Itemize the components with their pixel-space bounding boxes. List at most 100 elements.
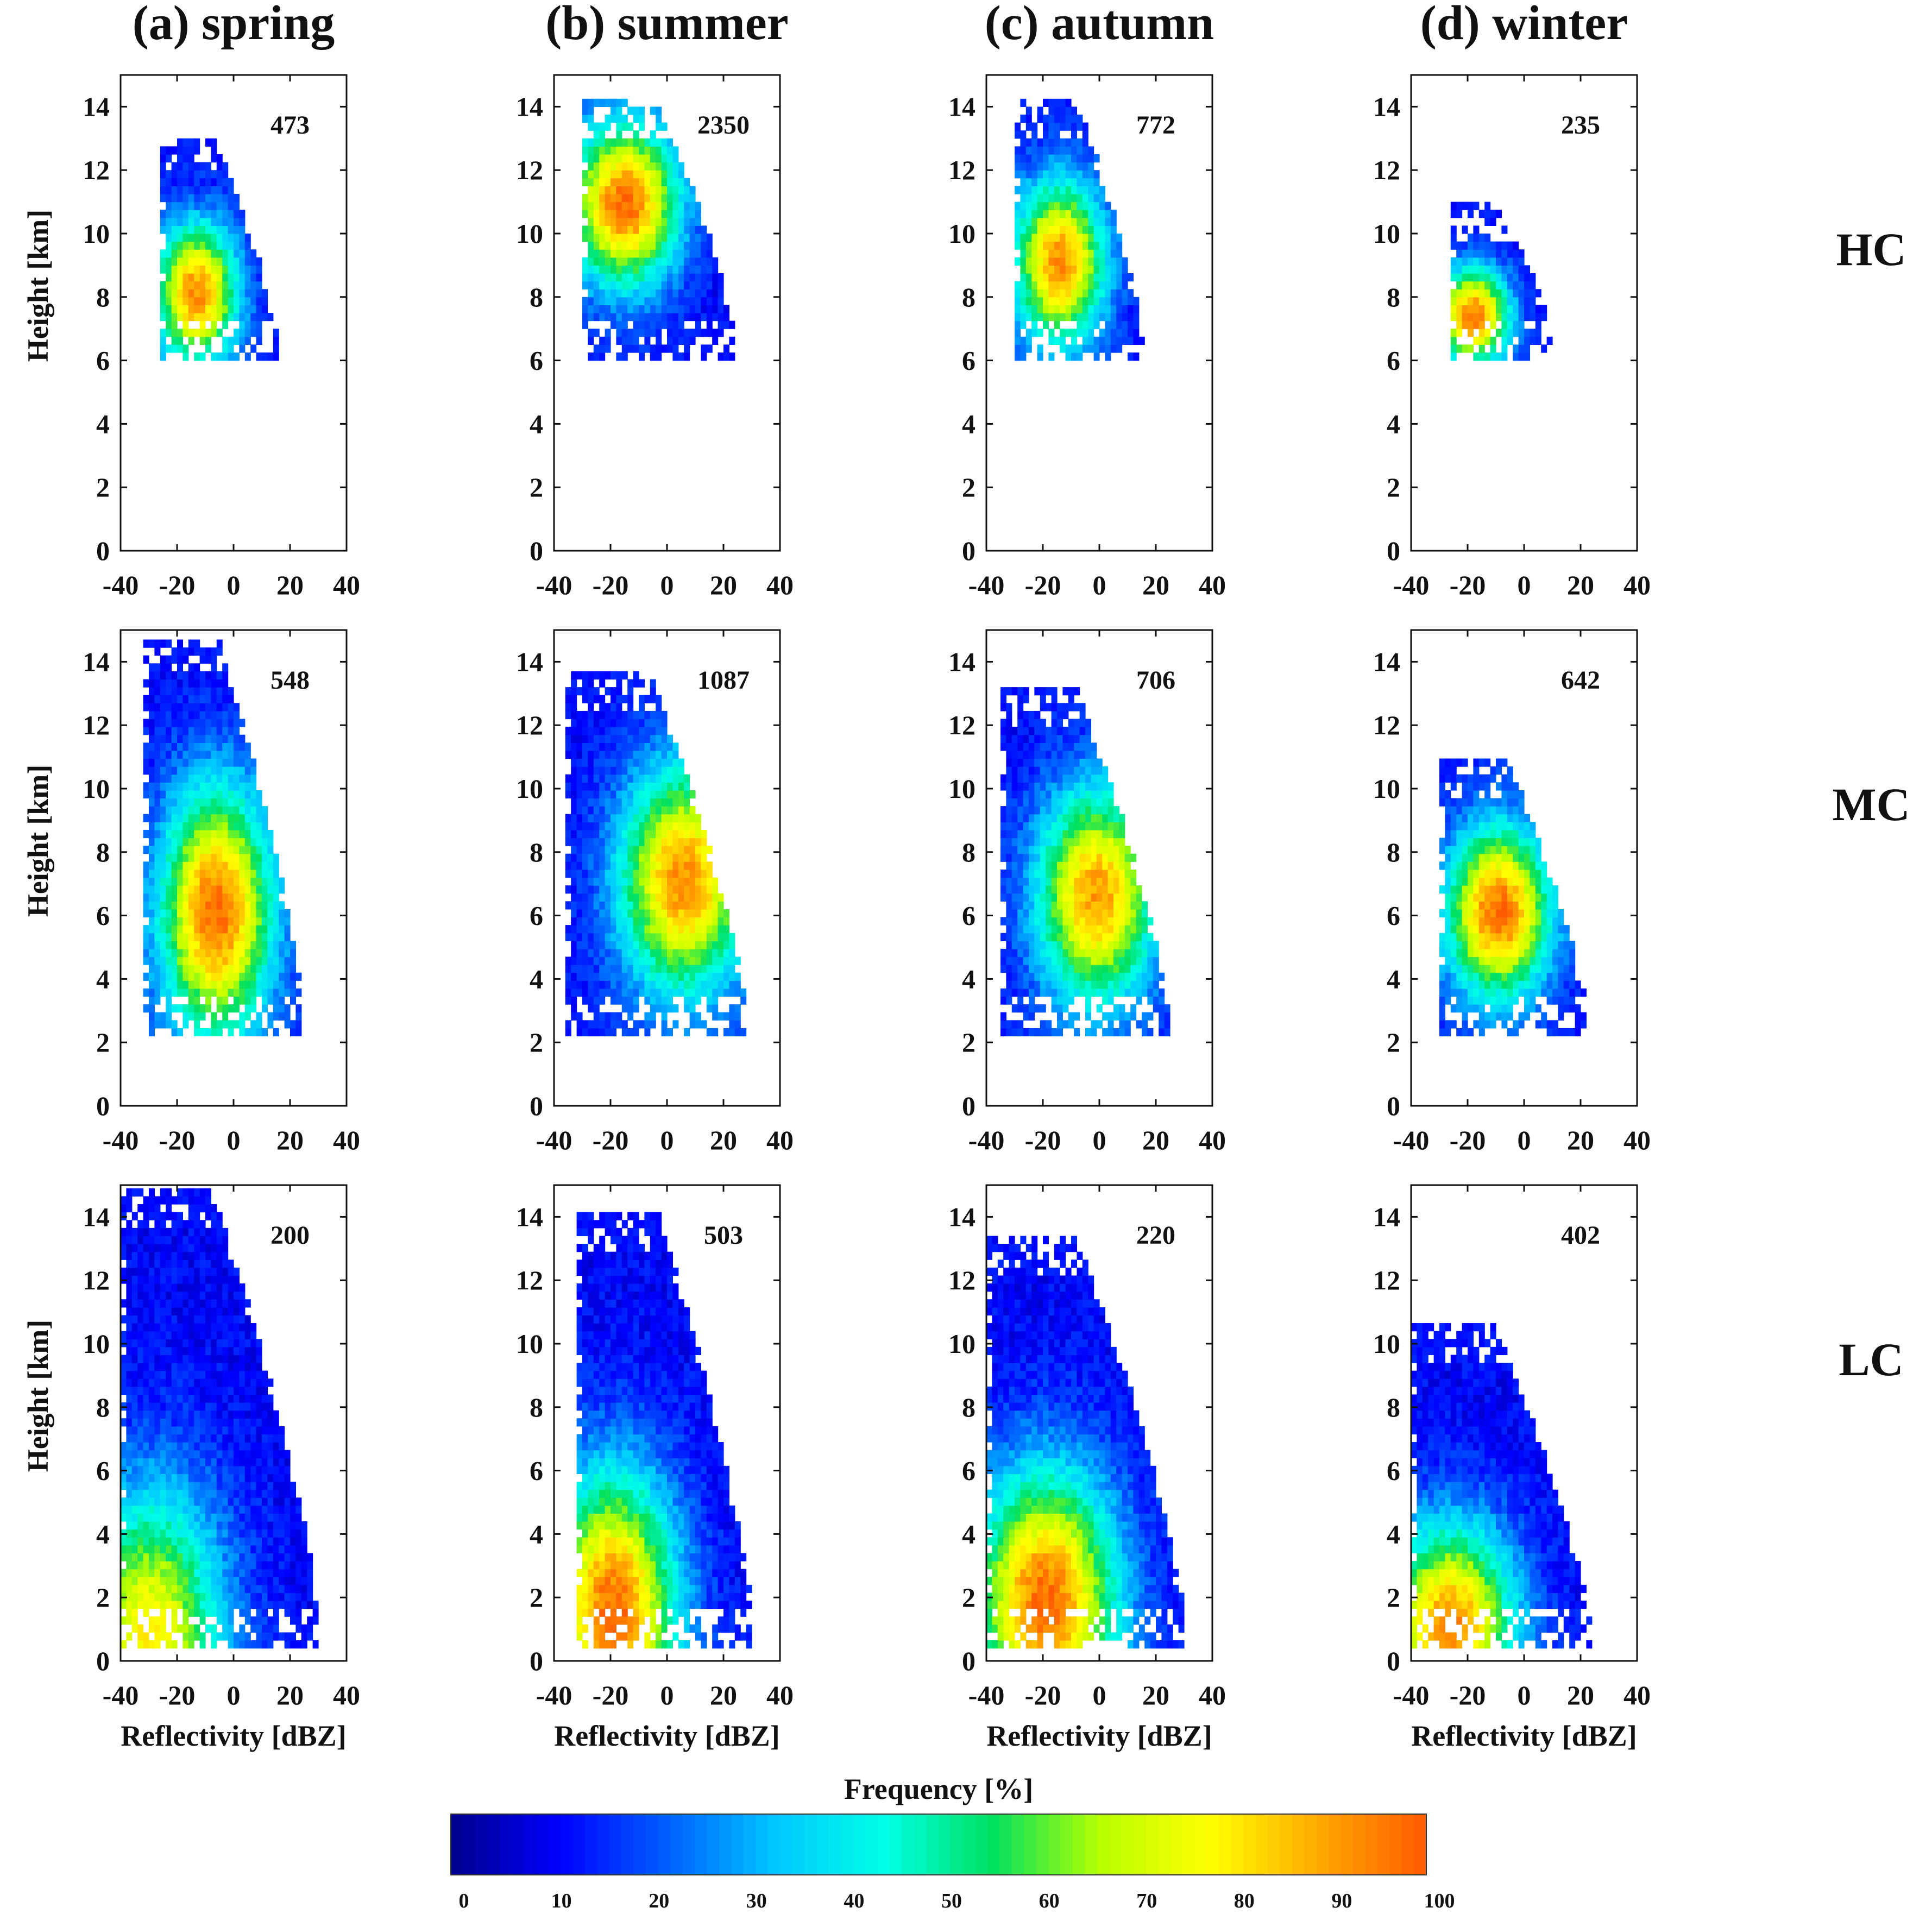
heat-cell [216, 178, 223, 186]
heat-cell [1124, 877, 1131, 886]
heat-cell [1040, 822, 1046, 830]
heat-cell [1017, 996, 1024, 1005]
heat-cell [194, 703, 200, 712]
heat-cell [1011, 774, 1018, 783]
heat-cell [689, 194, 696, 203]
heat-cell [177, 194, 183, 203]
heat-cell [644, 901, 651, 910]
heat-cell [582, 806, 588, 815]
heat-cell [678, 917, 684, 925]
heat-cell [644, 980, 651, 989]
heat-cell [222, 838, 229, 846]
heat-cell [1490, 305, 1496, 313]
heat-cell [571, 750, 577, 759]
heat-cell [656, 178, 662, 186]
heat-cell [188, 249, 194, 258]
heat-cell [239, 909, 246, 918]
heat-cell [712, 329, 719, 337]
heat-cell [177, 217, 183, 226]
x-tick-label: 40 [1199, 570, 1226, 600]
heat-cell [684, 281, 690, 289]
heat-cell [1513, 257, 1519, 266]
heat-cell [593, 956, 600, 965]
heat-cell [667, 956, 673, 965]
heat-cell [1478, 289, 1485, 298]
heat-cell [1513, 352, 1519, 361]
heat-cell [1029, 956, 1035, 965]
heat-cell [205, 861, 211, 870]
heat-cell [1048, 178, 1055, 186]
heat-cell [1085, 941, 1091, 949]
heat-cell [239, 893, 246, 902]
heat-cell [1085, 1012, 1091, 1021]
heat-cell [166, 313, 172, 322]
heat-cell [1054, 194, 1060, 203]
heat-cell [199, 695, 206, 703]
heat-cell [216, 853, 223, 862]
heat-cell [1102, 766, 1109, 775]
heat-cell [701, 273, 707, 282]
heat-cell [695, 933, 701, 941]
heat-cell [234, 1020, 240, 1029]
heat-cell [611, 925, 616, 934]
heat-cell [216, 281, 223, 289]
heat-cell [650, 742, 656, 751]
heat-cell [1462, 344, 1468, 353]
heat-cell [228, 782, 234, 791]
heat-cell [1048, 289, 1055, 298]
heat-cell [605, 861, 611, 870]
heat-cell [234, 273, 240, 282]
heat-cell [695, 877, 701, 886]
heat-cell [1093, 273, 1100, 282]
heat-cell [644, 948, 651, 958]
heat-cell [661, 846, 668, 854]
heat-cell [695, 838, 701, 846]
heat-cell [656, 210, 662, 218]
heat-cell [166, 663, 172, 672]
heat-cell [576, 829, 583, 839]
heat-cell [639, 241, 645, 250]
heat-cell [1065, 313, 1072, 322]
heat-cell [627, 972, 634, 981]
heat-cell [1020, 202, 1027, 210]
heat-cell [684, 861, 690, 870]
heat-cell [593, 162, 600, 171]
heat-cell [1051, 965, 1058, 973]
heat-cell [149, 988, 155, 997]
heat-cell [177, 766, 183, 775]
heat-cell [588, 146, 594, 155]
heat-cell [588, 1020, 594, 1029]
heat-cell [1015, 305, 1021, 313]
row-label: MC [1832, 778, 1910, 830]
heat-cell [1054, 336, 1060, 345]
heat-cell [250, 766, 257, 775]
heat-cell [611, 838, 616, 846]
heat-cell [1068, 972, 1074, 981]
heat-cell [667, 162, 673, 171]
heat-cell [177, 727, 183, 735]
heat-cell [177, 948, 183, 958]
heat-cell [576, 948, 583, 958]
heat-cell [205, 925, 211, 934]
heat-cell [244, 806, 251, 815]
heat-cell [1031, 329, 1038, 337]
heat-cell [1490, 257, 1496, 266]
heat-cell [582, 814, 588, 822]
heat-cell [565, 885, 571, 894]
heat-cell [695, 249, 701, 258]
heat-cell [1000, 893, 1006, 902]
heat-cell [701, 329, 707, 337]
heat-cell [1000, 965, 1006, 973]
heat-cell [149, 695, 155, 703]
heat-cell [1040, 766, 1046, 775]
heat-cell [1119, 869, 1125, 878]
heat-cell [616, 178, 622, 186]
heat-cell [205, 941, 211, 949]
heat-cell [1054, 217, 1060, 226]
heat-cell [1122, 257, 1128, 266]
heat-cell [1040, 853, 1046, 862]
heat-cell [1462, 241, 1468, 250]
heat-cell [1159, 1020, 1165, 1029]
heat-cell [627, 194, 634, 203]
